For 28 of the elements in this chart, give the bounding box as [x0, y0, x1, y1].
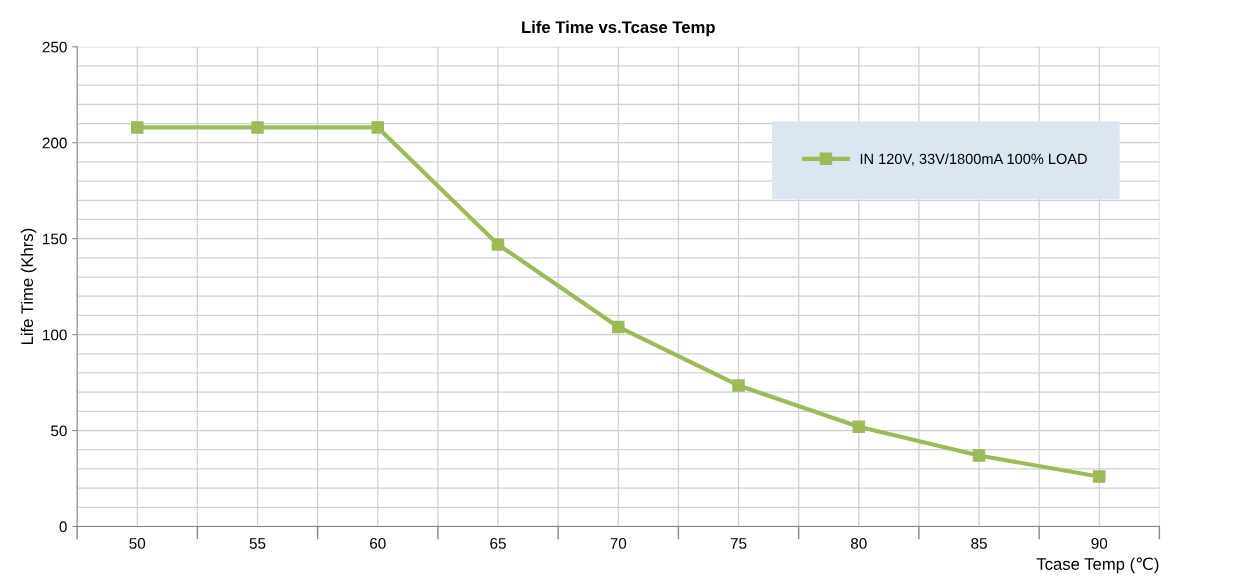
y-tick-label: 150	[43, 233, 67, 245]
x-tick-label: 90	[1091, 538, 1108, 549]
point	[1093, 470, 1106, 483]
x-tick-label: 85	[971, 538, 987, 549]
y-tick-label: 0	[59, 521, 67, 533]
x-tick-label: 50	[129, 538, 146, 549]
point	[732, 379, 745, 392]
y-tick-label: 50	[51, 425, 67, 437]
x-tick-label: 60	[370, 538, 386, 549]
x-tick-label: 80	[850, 538, 867, 549]
point	[612, 320, 625, 334]
point	[251, 121, 264, 134]
x-tick-label: 70	[610, 538, 627, 549]
point	[491, 238, 505, 251]
point	[371, 121, 385, 134]
y-tick-label: 100	[43, 329, 67, 341]
y-axis-title: Life Time (Khrs)	[20, 228, 37, 345]
x-axis-title: Tcase Temp (℃)	[1036, 557, 1159, 574]
point	[131, 121, 144, 134]
chart-title: Life Time vs.Tcase Temp	[522, 20, 715, 37]
x-tick-label: 75	[730, 538, 747, 549]
point	[972, 449, 986, 462]
y-tick-label: 200	[42, 137, 67, 149]
point	[852, 420, 866, 433]
x-tick-label: 65	[490, 538, 506, 549]
x-tick-label: 55	[249, 538, 266, 549]
legend-label: IN 120V, 33V/1800mA 100% LOAD	[860, 153, 1087, 166]
y-tick-label: 250	[42, 41, 67, 53]
